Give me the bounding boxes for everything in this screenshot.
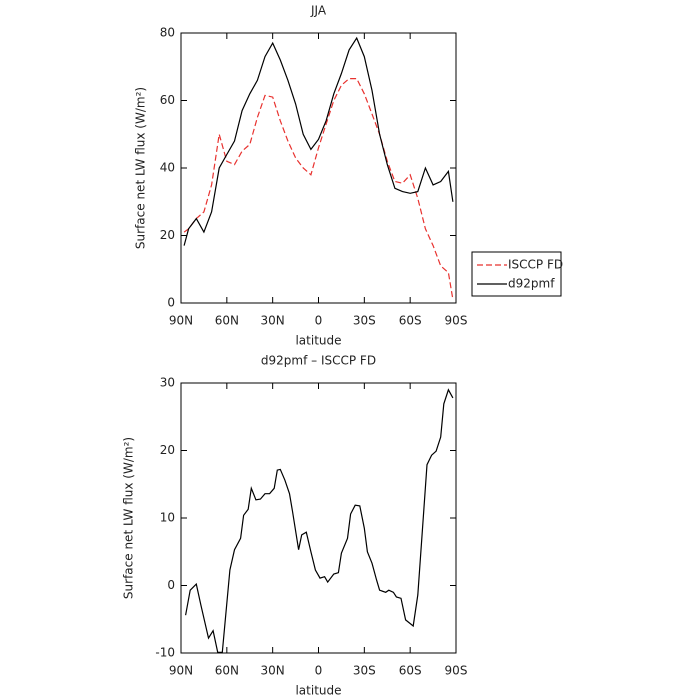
y-tick-label: 20 bbox=[160, 228, 175, 242]
x-tick-label: 90N bbox=[169, 314, 193, 328]
plot-frame bbox=[180, 382, 457, 654]
x-tick-label: 0 bbox=[315, 664, 323, 678]
x-tick-label: 30N bbox=[261, 664, 285, 678]
x-tick-label: 60S bbox=[399, 664, 422, 678]
x-tick-label: 60S bbox=[399, 314, 422, 328]
y-tick-label: 10 bbox=[160, 511, 175, 525]
y-tick-label: 0 bbox=[167, 578, 175, 592]
x-tick-label: 90S bbox=[445, 664, 468, 678]
x-tick-label: 90N bbox=[169, 664, 193, 678]
x-tick-label: 90S bbox=[445, 314, 468, 328]
panel: d92pmf – ISCCP FD latitude Surface net LW … bbox=[122, 354, 468, 698]
x-axis-label: latitude bbox=[295, 334, 341, 348]
legend-label: d92pmf bbox=[508, 277, 555, 291]
x-tick-label: 0 bbox=[315, 314, 323, 328]
y-tick-label: 40 bbox=[160, 161, 175, 175]
y-tick-label: 30 bbox=[160, 376, 175, 390]
y-tick-label: 80 bbox=[160, 26, 175, 40]
y-tick-label: -10 bbox=[155, 646, 175, 660]
x-axis-label: latitude bbox=[295, 684, 341, 698]
y-tick-label: 20 bbox=[160, 443, 175, 457]
legend-box bbox=[471, 251, 562, 297]
chart-title: d92pmf – ISCCP FD bbox=[261, 354, 376, 368]
x-tick-label: 30N bbox=[261, 314, 285, 328]
data-line bbox=[185, 388, 454, 653]
legend-label: ISCCP FD bbox=[508, 258, 563, 272]
data-line bbox=[183, 78, 454, 300]
plot-frame bbox=[180, 32, 457, 304]
y-tick-label: 60 bbox=[160, 93, 175, 107]
x-tick-label: 60N bbox=[215, 314, 239, 328]
y-tick-label: 0 bbox=[167, 296, 175, 310]
y-axis-label: Surface net LW flux (W/m²) bbox=[134, 87, 148, 249]
x-tick-label: 60N bbox=[215, 664, 239, 678]
y-axis-label: Surface net LW flux (W/m²) bbox=[122, 437, 136, 599]
chart-title: JJA bbox=[310, 4, 327, 18]
data-line bbox=[183, 36, 454, 246]
panel: JJA latitude Surface net LW flux (W/m²) 90N… bbox=[134, 4, 564, 348]
x-tick-label: 30S bbox=[353, 664, 376, 678]
x-tick-label: 30S bbox=[353, 314, 376, 328]
